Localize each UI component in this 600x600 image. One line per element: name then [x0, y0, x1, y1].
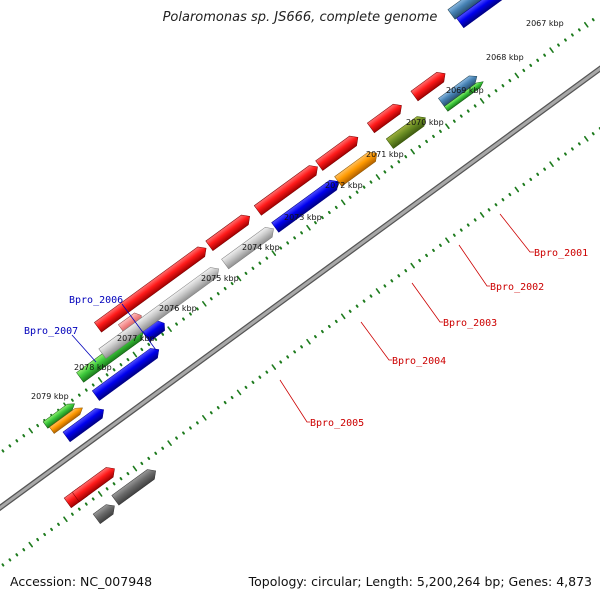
ruler-tick-label: 2076 kbp [159, 304, 197, 313]
ruler-inner-dots [1, 127, 600, 567]
gene-feature[interactable] [385, 113, 429, 149]
ruler-tick-label: 2070 kbp [406, 118, 444, 127]
gene-feature[interactable] [253, 162, 321, 216]
gene-feature[interactable] [315, 132, 362, 171]
ruler-tick-label: 2075 kbp [201, 274, 239, 283]
gene-feature[interactable] [71, 464, 118, 503]
gene-feature[interactable] [205, 212, 253, 252]
gene-label-bpro-2006[interactable]: Bpro_2006 [69, 295, 123, 306]
gene-feature[interactable] [410, 69, 449, 102]
ruler-tick-label: 2068 kbp [486, 53, 524, 62]
gene-label-bpro-2007[interactable]: Bpro_2007 [24, 326, 78, 337]
gene-feature[interactable] [438, 72, 479, 107]
gene-feature[interactable] [49, 405, 84, 434]
ruler-tick-label: 2074 kbp [242, 243, 280, 252]
gene-track[interactable] [0, 0, 600, 532]
gene-feature[interactable] [62, 405, 107, 443]
ruler-tick-label: 2069 kbp [446, 86, 484, 95]
gene-feature[interactable] [221, 224, 278, 270]
ruler-tick-label: 2073 kbp [284, 213, 322, 222]
gene-feature[interactable] [271, 177, 342, 233]
ruler-outer-dots [1, 18, 595, 453]
gene-feature[interactable] [334, 148, 381, 187]
ruler-tick-label: 2078 kbp [74, 363, 112, 372]
map-title: Polaromonas sp. JS666, complete genome [162, 10, 438, 25]
gene-feature[interactable] [447, 0, 500, 20]
gene-label-bpro-2004[interactable]: Bpro_2004 [392, 356, 446, 367]
gene-label-leaders [71, 213, 534, 423]
gene-label-bpro-2005[interactable]: Bpro_2005 [310, 418, 364, 429]
ruler-tick-label: 2067 kbp [526, 19, 564, 28]
ruler-tick-label: 2072 kbp [325, 181, 363, 190]
ruler-tick-label: 2079 kbp [31, 392, 69, 401]
genome-summary-text: Topology: circular; Length: 5,200,264 bp… [248, 574, 592, 589]
gene-label-bpro-2001[interactable]: Bpro_2001 [534, 248, 588, 259]
gene-feature[interactable] [92, 501, 118, 525]
gene-label-bpro-2003[interactable]: Bpro_2003 [443, 318, 497, 329]
gene-feature[interactable] [94, 243, 209, 333]
gene-feature[interactable] [42, 401, 77, 429]
accession-text: Accession: NC_007948 [10, 574, 153, 589]
gene-feature[interactable] [91, 345, 162, 401]
ruler-tick-label: 2077 kbp [117, 334, 155, 343]
genome-backbone [0, 65, 600, 512]
gene-label-bpro-2002[interactable]: Bpro_2002 [490, 282, 544, 293]
gene-feature[interactable] [111, 466, 159, 506]
gene-feature[interactable] [443, 79, 485, 112]
gene-feature[interactable] [98, 264, 222, 359]
gene-feature[interactable] [366, 101, 405, 134]
ruler-tick-label: 2071 kbp [366, 150, 404, 159]
gene-feature[interactable] [456, 0, 513, 29]
